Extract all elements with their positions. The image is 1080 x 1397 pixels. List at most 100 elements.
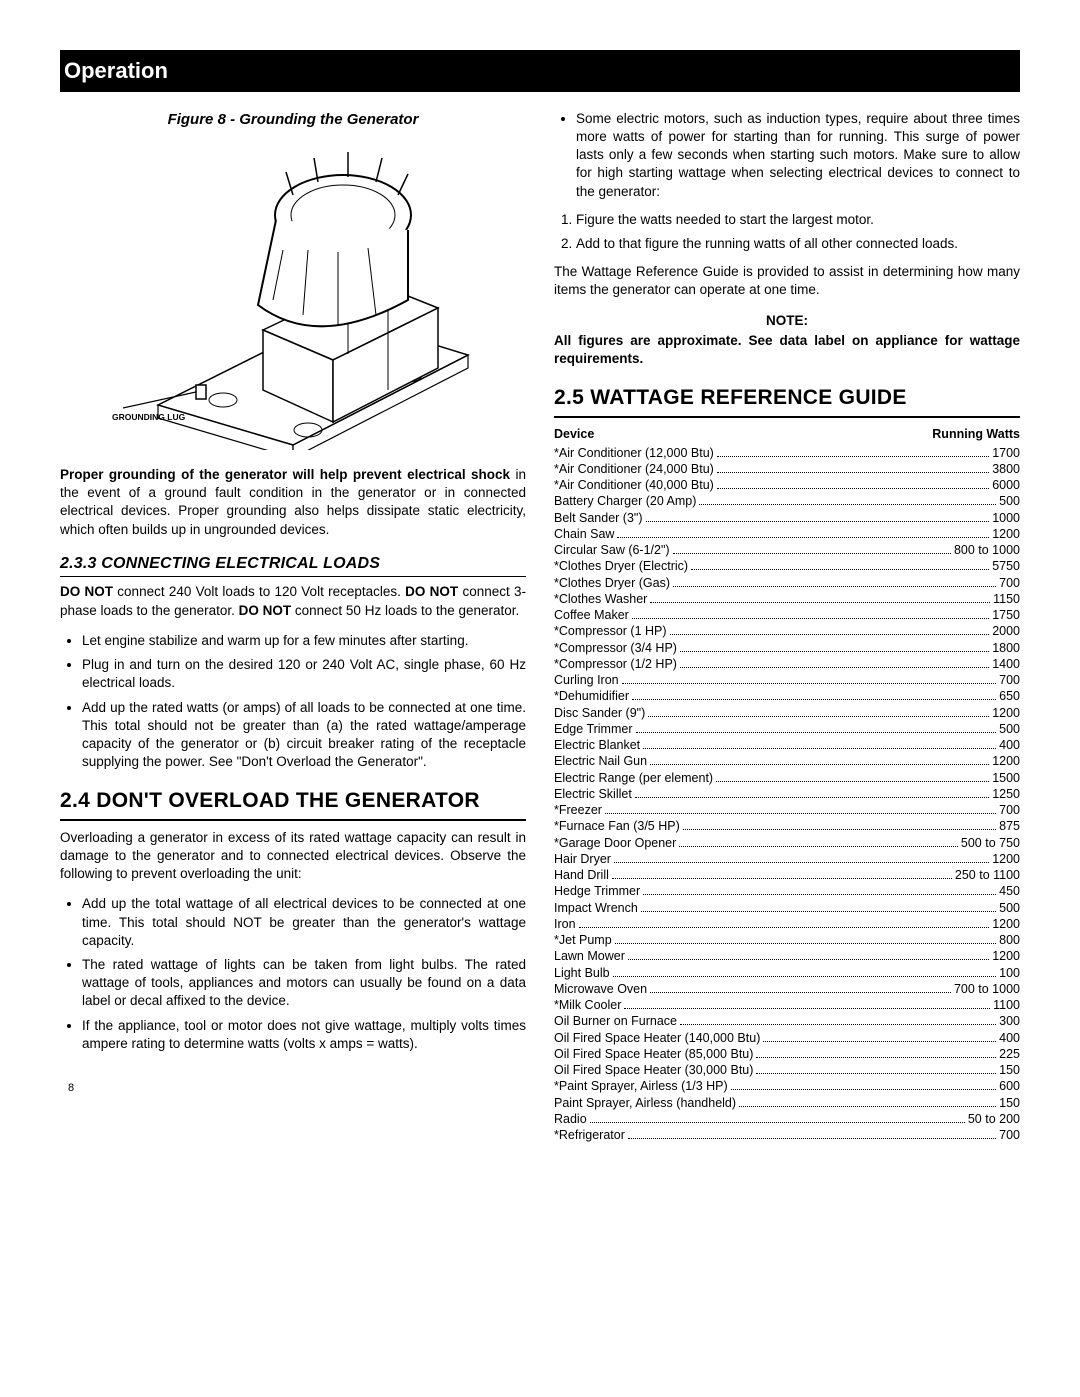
wattage-value: 500: [999, 900, 1020, 916]
wattage-row: Curling Iron700: [554, 672, 1020, 688]
wattage-value: 150: [999, 1095, 1020, 1111]
wattage-value: 300: [999, 1013, 1020, 1029]
wattage-value: 1200: [992, 851, 1020, 867]
leader-dots: [628, 1128, 996, 1139]
wattage-row: Radio 50 to 200: [554, 1111, 1020, 1127]
wattage-value: 3800: [992, 461, 1020, 477]
wattage-device: Hair Dryer: [554, 851, 611, 867]
wattage-row: Microwave Oven700 to 1000: [554, 981, 1020, 997]
wattage-value: 600: [999, 1078, 1020, 1094]
wattage-head-watts: Running Watts: [932, 426, 1020, 443]
wattage-row: *Air Conditioner (40,000 Btu)6000: [554, 477, 1020, 493]
leader-dots: [643, 738, 996, 749]
wattage-value: 1200: [992, 916, 1020, 932]
s233-t3: connect 50 Hz loads to the generator.: [291, 603, 519, 618]
wattage-value: 800: [999, 932, 1020, 948]
leader-dots: [717, 462, 989, 473]
wattage-row: Disc Sander (9")1200: [554, 705, 1020, 721]
heading-25: 2.5 WATTAGE REFERENCE GUIDE: [554, 384, 1020, 417]
leader-dots: [680, 1014, 996, 1025]
leader-dots: [635, 787, 989, 798]
leader-dots: [605, 803, 996, 814]
leader-dots: [622, 673, 997, 684]
leader-dots: [716, 770, 989, 781]
wattage-value: 1250: [992, 786, 1020, 802]
wattage-device: Oil Fired Space Heater (85,000 Btu): [554, 1046, 753, 1062]
wattage-row: *Refrigerator700: [554, 1127, 1020, 1143]
figure-illustration: GROUNDING LUG: [60, 140, 526, 450]
grounding-lug-label: GROUNDING LUG: [112, 412, 186, 422]
wattage-row: Hand Drill250 to 1100: [554, 867, 1020, 883]
wattage-value: 700: [999, 802, 1020, 818]
wattage-device: Microwave Oven: [554, 981, 647, 997]
wattage-row: Electric Blanket400: [554, 737, 1020, 753]
leader-dots: [683, 819, 996, 830]
leader-dots: [643, 884, 996, 895]
figure-caption: Figure 8 - Grounding the Generator: [60, 110, 526, 130]
wattage-value: 450: [999, 883, 1020, 899]
wattage-value: 1200: [992, 705, 1020, 721]
wattage-value: 1200: [992, 753, 1020, 769]
wattage-row: Oil Fired Space Heater (30,000 Btu)150: [554, 1062, 1020, 1078]
wattage-device: *Paint Sprayer, Airless (1/3 HP): [554, 1078, 728, 1094]
donot-2: DO NOT: [405, 584, 458, 599]
leader-dots: [691, 559, 989, 570]
leader-dots: [731, 1079, 996, 1090]
wattage-device: *Refrigerator: [554, 1127, 625, 1143]
wattage-row: Oil Burner on Furnace300: [554, 1013, 1020, 1029]
leader-dots: [632, 608, 989, 619]
leader-dots: [650, 754, 989, 765]
wattage-device: Light Bulb: [554, 965, 610, 981]
wattage-table-header: Device Running Watts: [554, 426, 1020, 443]
wattage-value: 50 to 200: [968, 1111, 1020, 1127]
wattage-device: Circular Saw (6-1/2"): [554, 542, 670, 558]
two-column-layout: Figure 8 - Grounding the Generator: [60, 110, 1020, 1144]
list-item: If the appliance, tool or motor does not…: [82, 1017, 526, 1053]
wattage-value: 1700: [992, 445, 1020, 461]
wattage-row: *Milk Cooler1100: [554, 997, 1020, 1013]
wattage-device: Impact Wrench: [554, 900, 638, 916]
wattage-device: *Freezer: [554, 802, 602, 818]
list-item: Plug in and turn on the desired 120 or 2…: [82, 656, 526, 692]
s24-bullets: Add up the total wattage of all electric…: [60, 895, 526, 1053]
wattage-device: Electric Nail Gun: [554, 753, 647, 769]
wattage-row: Electric Nail Gun 1200: [554, 753, 1020, 769]
wattage-value: 225: [999, 1046, 1020, 1062]
s233-paragraph: DO NOT connect 240 Volt loads to 120 Vol…: [60, 583, 526, 619]
leader-dots: [717, 478, 989, 489]
wattage-value: 875: [999, 818, 1020, 834]
leader-dots: [673, 575, 996, 586]
leader-dots: [673, 543, 951, 554]
wattage-value: 500: [999, 493, 1020, 509]
wattage-device: Hand Drill: [554, 867, 609, 883]
wattage-value: 1400: [992, 656, 1020, 672]
wattage-row: *Compressor (1 HP)2000: [554, 623, 1020, 639]
wattage-row: *Compressor (1/2 HP)1400: [554, 656, 1020, 672]
wattage-row: *Dehumidifier650: [554, 688, 1020, 704]
wattage-value: 800 to 1000: [954, 542, 1020, 558]
grounding-paragraph: Proper grounding of the generator will h…: [60, 466, 526, 539]
wattage-device: Paint Sprayer, Airless (handheld): [554, 1095, 736, 1111]
wattage-value: 2000: [992, 623, 1020, 639]
wattage-row: Circular Saw (6-1/2") 800 to 1000: [554, 542, 1020, 558]
list-item: The rated wattage of lights can be taken…: [82, 956, 526, 1011]
leader-dots: [579, 917, 990, 928]
wattage-device: *Clothes Washer: [554, 591, 647, 607]
s233-t1: connect 240 Volt loads to 120 Volt recep…: [113, 584, 405, 599]
s24-paragraph: Overloading a generator in excess of its…: [60, 829, 526, 884]
wattage-device: Belt Sander (3"): [554, 510, 643, 526]
wattage-device: Edge Trimmer: [554, 721, 633, 737]
generator-illustration: GROUNDING LUG: [108, 140, 478, 450]
leader-dots: [612, 868, 952, 879]
list-item: Figure the watts needed to start the lar…: [576, 211, 1020, 229]
wattage-device: Radio: [554, 1111, 587, 1127]
leader-dots: [632, 689, 996, 700]
grounding-bold-lead: Proper grounding of the generator will h…: [60, 467, 510, 482]
section-header: Operation: [60, 50, 1020, 92]
leader-dots: [680, 657, 989, 668]
leader-dots: [699, 494, 996, 505]
wattage-row: Paint Sprayer, Airless (handheld) 150: [554, 1095, 1020, 1111]
leader-dots: [670, 624, 990, 635]
donot-1: DO NOT: [60, 584, 113, 599]
wattage-row: Impact Wrench 500: [554, 900, 1020, 916]
